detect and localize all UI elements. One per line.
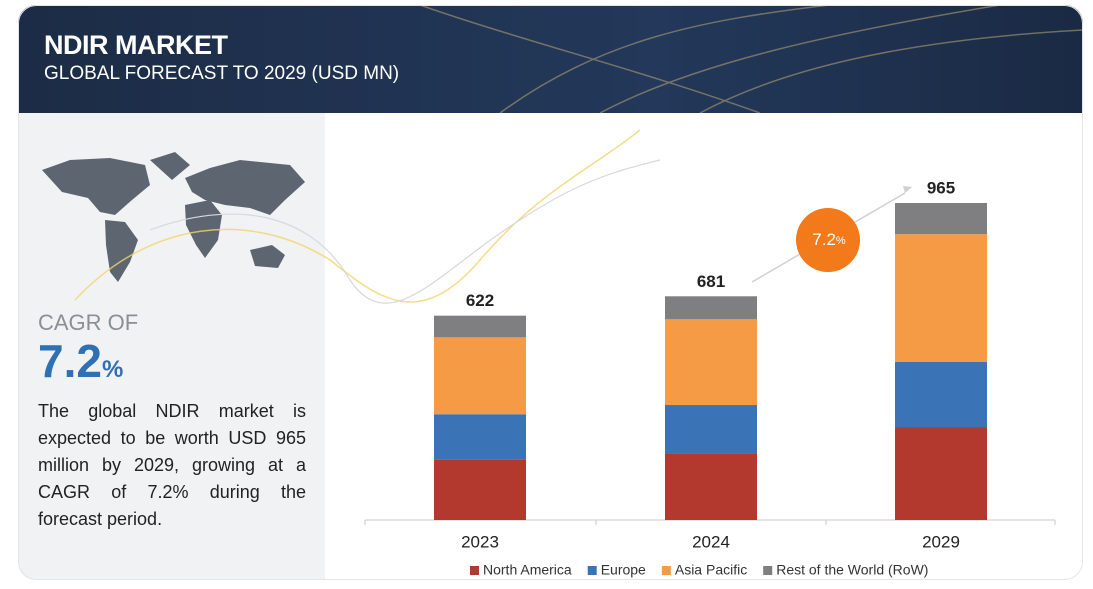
x-tick-label: 2024 [692, 532, 730, 551]
x-tick-label: 2023 [461, 532, 499, 551]
bar-segment [895, 427, 987, 520]
cagr-number: 7.2 [38, 335, 102, 387]
cagr-label: CAGR OF [38, 310, 139, 335]
bar-segment [665, 405, 757, 454]
legend-label: Rest of the World (RoW) [776, 562, 928, 578]
cagr-bubble-text: 7.2% [812, 230, 846, 249]
x-tick-label: 2029 [922, 532, 960, 551]
total-label: 681 [697, 272, 725, 291]
bar-segment [665, 296, 757, 320]
total-label: 965 [927, 178, 955, 197]
bar-segment [665, 319, 757, 406]
bar-segment [895, 203, 987, 235]
title: NDIR MARKET [44, 30, 228, 60]
total-label: 622 [466, 291, 494, 310]
legend-swatch [587, 566, 597, 575]
cagr-unit: % [101, 356, 124, 383]
bar-segment [665, 453, 757, 520]
bar-segment [434, 315, 526, 338]
legend-swatch [661, 566, 671, 575]
legend-swatch [470, 566, 479, 575]
subtitle: GLOBAL FORECAST TO 2029 (USD MN) [44, 63, 400, 84]
bar-segment [895, 234, 987, 362]
header [18, 5, 1083, 113]
bar-segment [434, 459, 526, 520]
cagr-bubble [796, 208, 860, 272]
bar-segment [434, 337, 526, 415]
cagr-value: 7.2% [38, 334, 123, 388]
legend-label: Europe [601, 562, 646, 578]
legend-label: Asia Pacific [675, 562, 747, 578]
bar-segment [895, 361, 987, 428]
legend-label: North America [483, 562, 572, 578]
description: The global NDIR market is expected to be… [38, 401, 306, 529]
legend-swatch [763, 566, 773, 575]
bar-segment [434, 414, 526, 460]
